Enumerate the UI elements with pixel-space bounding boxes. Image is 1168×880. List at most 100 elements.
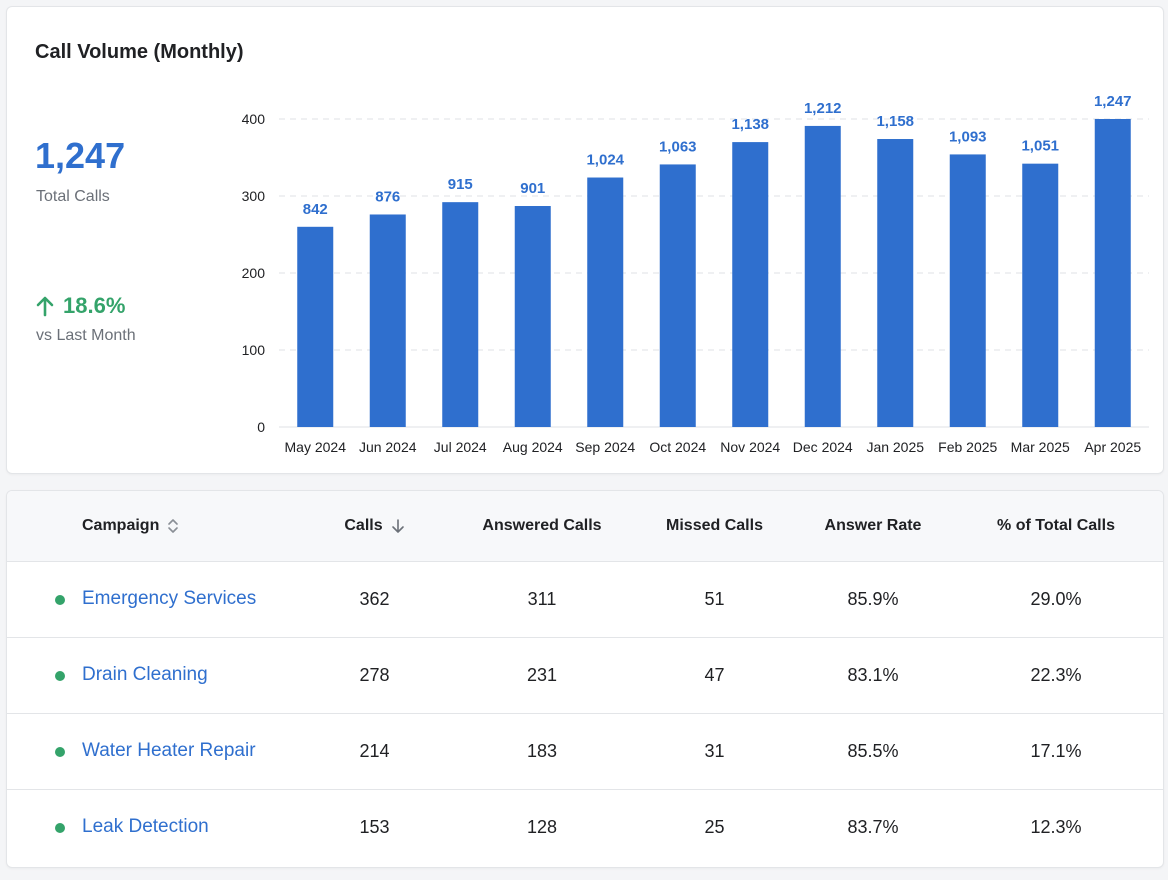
x-tick-label: Nov 2024 xyxy=(720,439,780,455)
data-label: 876 xyxy=(375,188,400,205)
bar[interactable] xyxy=(442,202,479,427)
data-label: 1,247 xyxy=(1094,93,1132,110)
active-status-dot xyxy=(54,746,65,757)
x-tick-label: May 2024 xyxy=(285,439,347,455)
bar[interactable] xyxy=(587,177,624,427)
x-tick-label: Oct 2024 xyxy=(649,439,706,455)
table-row: Leak Detection 153 128 25 83.7% 12.3% xyxy=(7,789,1163,865)
x-tick-label: Apr 2025 xyxy=(1084,439,1141,455)
data-label: 1,138 xyxy=(731,116,769,133)
status-cell xyxy=(7,637,82,713)
bar[interactable] xyxy=(877,139,914,427)
chart-title: Call Volume (Monthly) xyxy=(35,41,244,63)
data-label: 1,158 xyxy=(876,113,914,130)
calls-column-header[interactable]: Calls xyxy=(297,491,452,561)
answered-cell: 231 xyxy=(526,664,558,685)
x-axis-ticks: May 2024 Jun 2024 Jul 2024 Aug 2024 Sep 2024… xyxy=(285,439,1142,455)
missed-cell: 31 xyxy=(704,740,725,761)
campaign-link[interactable]: Drain Cleaning xyxy=(82,664,208,685)
active-status-dot xyxy=(54,594,65,605)
campaign-link[interactable]: Water Heater Repair xyxy=(82,740,256,761)
data-label: 1,024 xyxy=(586,152,624,169)
share-column-header[interactable]: % of Total Calls xyxy=(997,516,1115,534)
rate-cell: 85.9% xyxy=(847,588,899,609)
table-row: Drain Cleaning 278 231 47 83.1% 22.3% xyxy=(7,637,1163,713)
bar[interactable] xyxy=(1094,119,1131,427)
table-row: Water Heater Repair 214 183 31 85.5% 17.… xyxy=(7,713,1163,789)
rate-cell: 85.5% xyxy=(847,740,899,761)
bar[interactable] xyxy=(1022,163,1059,427)
bars xyxy=(297,119,1131,428)
campaign-cell: Leak Detection xyxy=(82,789,297,865)
x-tick-label: Jan 2025 xyxy=(866,439,924,455)
y-axis-ticks: 0 100 200 300 400 xyxy=(242,111,266,435)
data-label: 1,051 xyxy=(1021,138,1059,155)
active-status-dot xyxy=(54,822,65,833)
x-tick-label: Feb 2025 xyxy=(938,439,997,455)
bar[interactable] xyxy=(514,206,551,427)
bar[interactable] xyxy=(659,164,696,427)
missed-cell: 47 xyxy=(704,664,725,685)
table-row: Emergency Services 362 311 51 85.9% 29.0… xyxy=(7,561,1163,637)
y-tick-label: 200 xyxy=(242,265,266,281)
campaign-header-label: Campaign xyxy=(82,516,160,534)
share-cell: 29.0% xyxy=(1030,588,1082,609)
status-cell xyxy=(7,789,82,865)
y-tick-label: 100 xyxy=(242,342,266,358)
campaign-column-header[interactable]: Campaign xyxy=(82,491,297,561)
total-calls-label: Total Calls xyxy=(36,188,110,205)
calls-cell: 153 xyxy=(359,816,390,837)
campaign-cell: Water Heater Repair xyxy=(82,713,297,789)
data-label: 915 xyxy=(448,176,473,193)
missed-calls-column-header[interactable]: Missed Calls xyxy=(666,516,763,534)
x-tick-label: Jun 2024 xyxy=(359,439,417,455)
campaign-cell: Emergency Services xyxy=(82,561,297,637)
rate-cell: 83.7% xyxy=(847,816,899,837)
table-header-row: Campaign Calls Answered Calls xyxy=(7,491,1163,561)
data-label: 1,212 xyxy=(804,100,842,117)
bar[interactable] xyxy=(949,154,986,428)
missed-cell: 51 xyxy=(704,588,725,609)
status-column-header xyxy=(7,491,82,561)
answered-cell: 311 xyxy=(527,588,557,609)
calls-cell: 278 xyxy=(359,664,390,685)
bar[interactable] xyxy=(369,214,406,427)
missed-cell: 25 xyxy=(704,816,725,837)
status-cell xyxy=(7,713,82,789)
answer-rate-column-header[interactable]: Answer Rate xyxy=(824,516,922,534)
data-label: 1,093 xyxy=(949,128,987,145)
x-tick-label: Jul 2024 xyxy=(434,439,487,455)
change-indicator: 18.6% xyxy=(35,293,125,319)
calls-cell: 362 xyxy=(359,588,390,609)
bar[interactable] xyxy=(297,226,334,427)
chart-grid xyxy=(279,118,1149,428)
campaign-cell: Drain Cleaning xyxy=(82,637,297,713)
change-value: 18.6% xyxy=(63,293,126,318)
rate-cell: 83.1% xyxy=(847,664,899,685)
total-calls-value: 1,247 xyxy=(35,135,126,176)
answered-calls-column-header[interactable]: Answered Calls xyxy=(482,516,602,534)
campaign-table: Campaign Calls Answered Calls xyxy=(7,491,1163,865)
sort-descending-icon[interactable] xyxy=(391,518,405,534)
data-label: 901 xyxy=(520,180,545,197)
share-cell: 17.1% xyxy=(1030,740,1082,761)
y-tick-label: 0 xyxy=(257,419,265,435)
data-label: 842 xyxy=(303,201,328,218)
campaign-link[interactable]: Emergency Services xyxy=(82,588,257,609)
share-cell: 22.3% xyxy=(1030,664,1082,685)
active-status-dot xyxy=(54,670,65,681)
y-tick-label: 400 xyxy=(242,111,266,127)
bar[interactable] xyxy=(732,142,769,427)
campaign-table-card: Campaign Calls Answered Calls xyxy=(6,490,1164,868)
x-tick-label: Mar 2025 xyxy=(1011,439,1070,455)
answered-cell: 128 xyxy=(526,816,558,837)
bar[interactable] xyxy=(804,125,841,428)
arrow-up-icon xyxy=(36,296,54,317)
share-cell: 12.3% xyxy=(1030,816,1082,837)
x-tick-label: Sep 2024 xyxy=(575,439,635,455)
data-label: 1,063 xyxy=(659,138,697,155)
sort-toggle-icon[interactable] xyxy=(167,518,179,534)
calls-header-label: Calls xyxy=(344,516,383,534)
campaign-link[interactable]: Leak Detection xyxy=(82,816,209,838)
data-labels: 842 876 915 901 1,024 1,063 1,138 1,212 1,158 1,0… xyxy=(303,93,1132,218)
